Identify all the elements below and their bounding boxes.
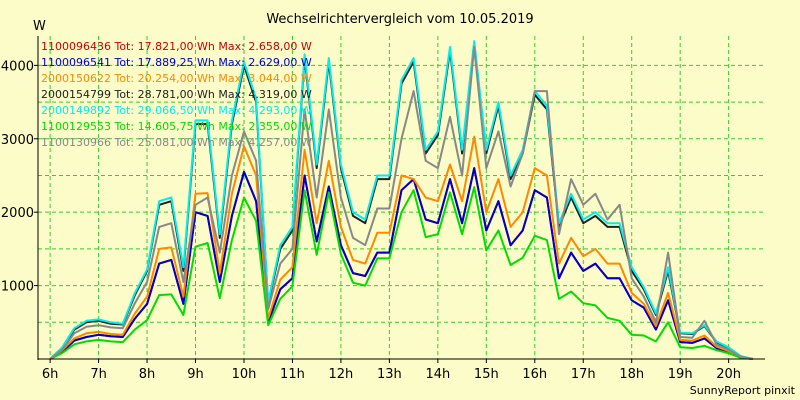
x-tick-label: 18h xyxy=(619,367,644,382)
y-tick-label: 2000 xyxy=(1,206,34,221)
x-tick-label: 8h xyxy=(139,367,156,382)
legend-entry-1100096436: 1100096436 Tot: 17.821,00 Wh Max: 2.658,… xyxy=(41,40,312,53)
series-line-1100130966 xyxy=(49,46,754,360)
legend-entry-1100129553: 1100129553 Tot: 14.605,75 Wh Max: 2.355,… xyxy=(41,120,312,133)
y-tick-label: 4000 xyxy=(1,59,34,74)
x-tick-label: 13h xyxy=(377,367,402,382)
y-tick-labels: 1000 2000 3000 4000 xyxy=(1,59,38,295)
x-tick-label: 16h xyxy=(522,367,547,382)
x-tick-label: 20h xyxy=(716,367,741,382)
series-lines xyxy=(49,40,754,360)
series-line-2000150622 xyxy=(49,135,754,360)
y-tick-label: 3000 xyxy=(1,133,34,148)
series-line-1100096541 xyxy=(49,167,754,360)
y-axis-label: W xyxy=(33,19,46,34)
x-tick-label: 14h xyxy=(425,367,450,382)
x-tick-label: 6h xyxy=(42,367,59,382)
legend-entry-2000149892: 2000149892 Tot: 29.066,50 Wh Max: 4.293,… xyxy=(41,104,312,117)
x-tick-label: 17h xyxy=(571,367,596,382)
series-line-1100129553 xyxy=(49,186,753,360)
y-tick-label: 1000 xyxy=(1,280,34,295)
legend-entry-2000154799: 2000154799 Tot: 28.781,00 Wh Max: 4.319,… xyxy=(41,88,312,101)
footer-credit: SunnyReport pinxit xyxy=(690,384,796,397)
x-tick-label: 12h xyxy=(329,367,354,382)
series-line-2000149892 xyxy=(49,40,754,360)
chart-title: Wechselrichtervergleich vom 10.05.2019 xyxy=(266,12,533,27)
x-tick-label: 10h xyxy=(232,367,257,382)
x-tick-label: 15h xyxy=(474,367,499,382)
x-tick-label: 9h xyxy=(187,367,204,382)
x-tick-label: 19h xyxy=(668,367,693,382)
legend-entry-1100130966: 1100130966 Tot: 25.081,00 Wh Max: 4.257,… xyxy=(41,136,312,149)
x-tick-label: 11h xyxy=(280,367,305,382)
x-tick-label: 7h xyxy=(90,367,107,382)
axes xyxy=(37,36,765,360)
legend: 1100096436 Tot: 17.821,00 Wh Max: 2.658,… xyxy=(41,40,312,149)
legend-entry-2000150622: 2000150622 Tot: 20.254,00 Wh Max: 3.044,… xyxy=(41,72,312,85)
legend-entry-1100096541: 1100096541 Tot: 17.889,25 Wh Max: 2.629,… xyxy=(41,56,312,69)
x-tick-labels: 6h 7h 8h 9h 10h 11h 12h 13h 14h 15h 16h 17h 18h 19h 20… xyxy=(42,359,741,382)
